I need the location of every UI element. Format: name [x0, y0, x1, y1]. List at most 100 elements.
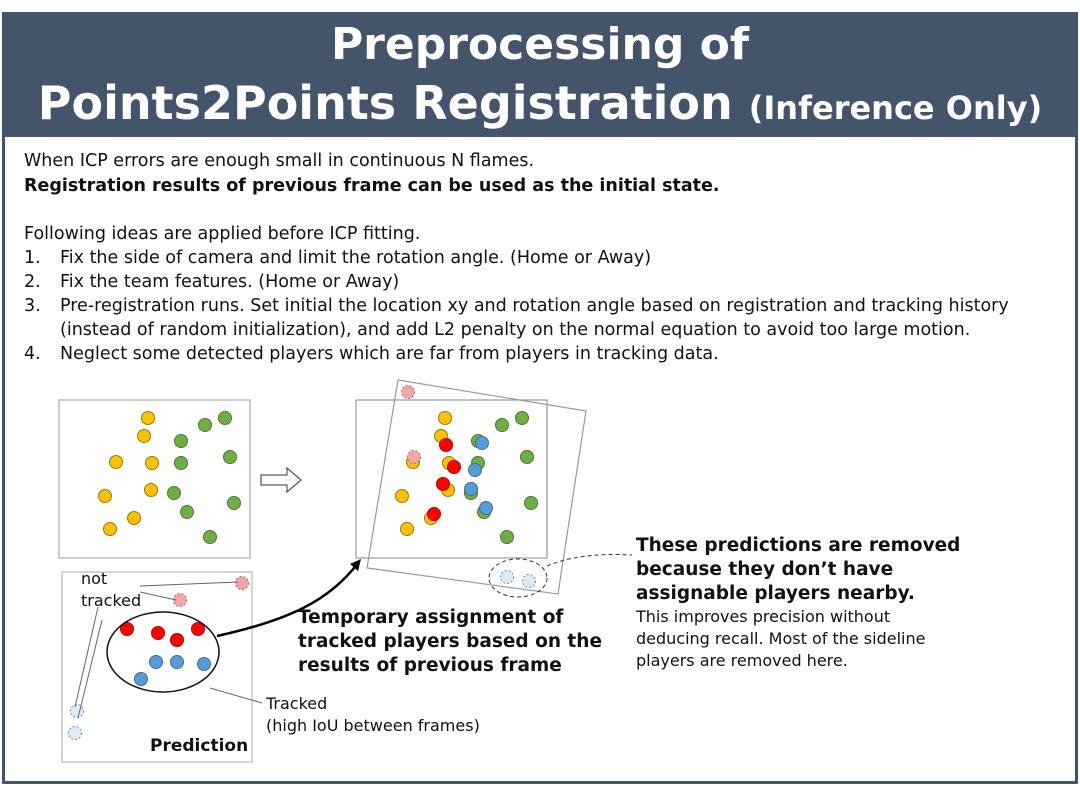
field-after	[355, 399, 548, 559]
away-player-dot	[500, 530, 514, 544]
idea-1: 1. Fix the side of camera and limit the r…	[24, 246, 651, 270]
removed-heading-2: because they don’t have	[636, 559, 894, 580]
untracked-prediction-pink	[173, 593, 187, 607]
away-player-dot	[167, 486, 181, 500]
tracked-prediction-blue	[149, 655, 163, 669]
rotated-prediction-frame	[366, 379, 587, 595]
home-player-dot	[145, 456, 159, 470]
tracked-prediction-red	[170, 633, 184, 647]
tracked-prediction-red	[436, 477, 450, 491]
idea-4: 4. Neglect some detected players which ar…	[24, 342, 719, 366]
away-player-dot	[223, 450, 237, 464]
tracked-prediction-blue	[479, 501, 493, 515]
tracked-label-1: Tracked	[266, 694, 328, 713]
away-player-dot	[227, 496, 241, 510]
removed-heading-3: assignable players nearby.	[636, 583, 915, 604]
not-tracked-label-2: tracked	[81, 591, 142, 610]
not-tracked-line	[74, 606, 99, 708]
removed-prediction-lightblue	[522, 574, 536, 588]
away-player-dot	[524, 496, 538, 510]
arrowhead-icon	[350, 559, 361, 571]
not-tracked-line	[139, 591, 177, 601]
title-line-1: Preprocessing of	[330, 19, 750, 70]
removed-callout-line	[546, 553, 633, 567]
home-player-dot	[137, 429, 151, 443]
untracked-prediction-lightblue	[68, 726, 82, 740]
removed-note-2: deducing recall. Most of the sideline	[636, 629, 926, 648]
removed-ellipse	[488, 558, 548, 598]
idea-text: Fix the side of camera and limit the rot…	[60, 248, 652, 268]
away-player-dot	[203, 530, 217, 544]
away-player-dot	[515, 411, 529, 425]
idea-number: 4.	[24, 344, 41, 364]
tracked-prediction-blue	[170, 655, 184, 669]
title-line-2: Points2Points Registration (Inference On…	[5, 73, 1075, 138]
idea-number: 1.	[24, 248, 41, 268]
idea-3-cont: (instead of random initialization), and …	[60, 320, 971, 340]
removed-note-3: players are removed here.	[636, 651, 848, 670]
away-player-dot	[520, 450, 534, 464]
removed-heading-1: These predictions are removed	[636, 535, 961, 556]
temp-assignment-1: Temporary assignment of	[298, 607, 564, 628]
away-player-dot	[495, 418, 509, 432]
idea-text: Neglect some detected players which are …	[60, 344, 719, 364]
title-main: Points2Points Registration	[37, 76, 733, 130]
tracked-label-2: (high IoU between frames)	[266, 716, 480, 735]
home-player-dot	[127, 511, 141, 525]
intro-line-2: Registration results of previous frame c…	[24, 176, 720, 196]
home-player-dot	[395, 489, 409, 503]
tracked-ellipse	[106, 611, 220, 693]
tracked-prediction-blue	[468, 463, 482, 477]
idea-2: 2. Fix the team features. (Home or Away)	[24, 270, 399, 294]
untracked-prediction-pink	[235, 576, 249, 590]
prediction-label: Prediction	[150, 736, 249, 756]
title-suffix: (Inference Only)	[748, 89, 1043, 127]
title-banner: Preprocessing of Points2Points Registrat…	[5, 15, 1075, 137]
not-tracked-label-1: not	[81, 569, 108, 588]
not-tracked-line	[77, 619, 103, 719]
idea-text: Fix the team features. (Home or Away)	[60, 272, 400, 292]
tracked-prediction-red	[427, 507, 441, 521]
removed-prediction-lightblue	[500, 570, 514, 584]
away-player-dot	[180, 505, 194, 519]
intro-line-1: When ICP errors are enough small in cont…	[24, 151, 535, 171]
home-player-dot	[438, 411, 452, 425]
idea-number: 2.	[24, 272, 41, 292]
away-player-dot	[174, 456, 188, 470]
ideas-heading: Following ideas are applied before ICP f…	[24, 224, 421, 244]
tracked-line	[209, 687, 263, 704]
home-player-dot	[98, 489, 112, 503]
tracked-prediction-blue	[134, 672, 148, 686]
untracked-prediction-lightblue	[70, 704, 84, 718]
temp-assignment-3: results of previous frame	[298, 655, 562, 676]
home-player-dot	[109, 455, 123, 469]
temp-assignment-2: tracked players based on the	[298, 631, 602, 652]
right-arrow-icon	[260, 466, 302, 494]
tracked-prediction-red	[447, 460, 461, 474]
curved-arrow-icon	[216, 562, 359, 638]
home-player-dot	[103, 522, 117, 536]
tracked-prediction-blue	[464, 482, 478, 496]
untracked-prediction-pink	[401, 385, 415, 399]
home-player-dot	[141, 411, 155, 425]
tracked-prediction-blue	[197, 657, 211, 671]
not-tracked-line	[139, 581, 239, 587]
prediction-box	[61, 571, 253, 763]
home-player-dot	[144, 483, 158, 497]
idea-3: 3. Pre-registration runs. Set initial the…	[24, 294, 1009, 318]
removed-note-1: This improves precision without	[636, 607, 891, 626]
field-before	[58, 399, 251, 559]
tracked-prediction-red	[191, 622, 205, 636]
idea-text: Pre-registration runs. Set initial the l…	[60, 296, 1009, 316]
tracked-prediction-red	[120, 622, 134, 636]
away-player-dot	[174, 434, 188, 448]
tracked-prediction-red	[151, 626, 165, 640]
tracked-prediction-red	[439, 438, 453, 452]
home-player-dot	[400, 522, 414, 536]
away-player-dot	[198, 418, 212, 432]
tracked-prediction-blue	[475, 436, 489, 450]
idea-number: 3.	[24, 296, 41, 316]
away-player-dot	[218, 411, 232, 425]
untracked-prediction-pink	[407, 450, 421, 464]
